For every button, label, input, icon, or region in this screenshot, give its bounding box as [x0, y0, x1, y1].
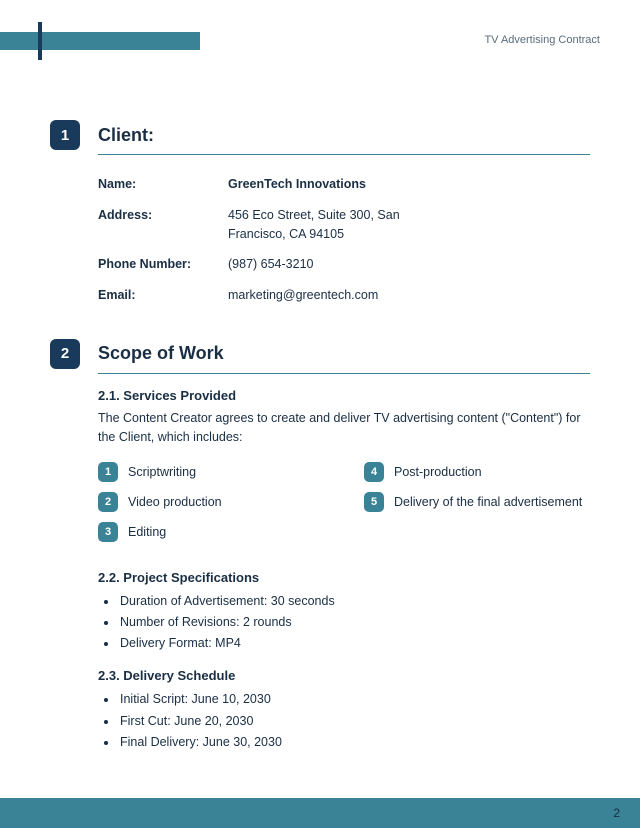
table-row: Name: GreenTech Innovations: [98, 169, 590, 200]
field-value: (987) 654-3210: [228, 255, 458, 274]
item-number-badge: 4: [364, 462, 384, 482]
section-scope: 2 Scope of Work 2.1. Services Provided T…: [50, 339, 590, 753]
footer-bar: [0, 798, 640, 828]
services-col-right: 4 Post-production 5 Delivery of the fina…: [364, 462, 590, 552]
services-col-left: 1 Scriptwriting 2 Video production 3 Edi…: [98, 462, 324, 552]
list-item: 2 Video production: [98, 492, 324, 512]
table-row: Address: 456 Eco Street, Suite 300, San …: [98, 200, 590, 250]
page-content: 1 Client: Name: GreenTech Innovations Ad…: [50, 120, 590, 781]
list-item: 3 Editing: [98, 522, 324, 542]
field-value: marketing@greentech.com: [228, 286, 458, 305]
top-accent-bar: [0, 32, 200, 50]
section-title: Scope of Work: [98, 343, 590, 364]
list-item: 4 Post-production: [364, 462, 590, 482]
subheading-schedule: 2.3. Delivery Schedule: [98, 668, 590, 683]
specs-list: Duration of Advertisement: 30 seconds Nu…: [118, 591, 590, 655]
list-item: Initial Script: June 10, 2030: [118, 689, 590, 710]
services-list: 1 Scriptwriting 2 Video production 3 Edi…: [98, 462, 590, 552]
field-label: Phone Number:: [98, 255, 228, 274]
list-item: 5 Delivery of the final advertisement: [364, 492, 590, 512]
top-accent-vertical: [38, 22, 42, 60]
list-item: 1 Scriptwriting: [98, 462, 324, 482]
list-item: Delivery Format: MP4: [118, 633, 590, 654]
item-label: Video production: [128, 492, 222, 511]
table-row: Phone Number: (987) 654-3210: [98, 249, 590, 280]
field-value: 456 Eco Street, Suite 300, San Francisco…: [228, 206, 458, 244]
field-value: GreenTech Innovations: [228, 175, 458, 194]
section-number-badge: 1: [50, 120, 80, 150]
field-label: Address:: [98, 206, 228, 244]
item-number-badge: 3: [98, 522, 118, 542]
item-label: Editing: [128, 522, 166, 541]
item-label: Delivery of the final advertisement: [394, 492, 582, 511]
section-title: Client:: [98, 125, 590, 146]
section-rule: [98, 373, 590, 374]
field-label: Email:: [98, 286, 228, 305]
field-label: Name:: [98, 175, 228, 194]
list-item: First Cut: June 20, 2030: [118, 711, 590, 732]
item-number-badge: 5: [364, 492, 384, 512]
subheading-specs: 2.2. Project Specifications: [98, 570, 590, 585]
client-details-table: Name: GreenTech Innovations Address: 456…: [98, 169, 590, 311]
list-item: Final Delivery: June 30, 2030: [118, 732, 590, 753]
subheading-services: 2.1. Services Provided: [98, 388, 590, 403]
section-rule: [98, 154, 590, 155]
table-row: Email: marketing@greentech.com: [98, 280, 590, 311]
schedule-list: Initial Script: June 10, 2030 First Cut:…: [118, 689, 590, 753]
item-label: Post-production: [394, 462, 482, 481]
section-header: 2 Scope of Work: [50, 339, 590, 369]
item-number-badge: 1: [98, 462, 118, 482]
item-label: Scriptwriting: [128, 462, 196, 481]
list-item: Number of Revisions: 2 rounds: [118, 612, 590, 633]
doc-title: TV Advertising Contract: [484, 34, 600, 46]
item-number-badge: 2: [98, 492, 118, 512]
services-intro-text: The Content Creator agrees to create and…: [98, 409, 590, 448]
section-client: 1 Client: Name: GreenTech Innovations Ad…: [50, 120, 590, 311]
section-header: 1 Client:: [50, 120, 590, 150]
page-number: 2: [613, 806, 620, 820]
list-item: Duration of Advertisement: 30 seconds: [118, 591, 590, 612]
section-number-badge: 2: [50, 339, 80, 369]
